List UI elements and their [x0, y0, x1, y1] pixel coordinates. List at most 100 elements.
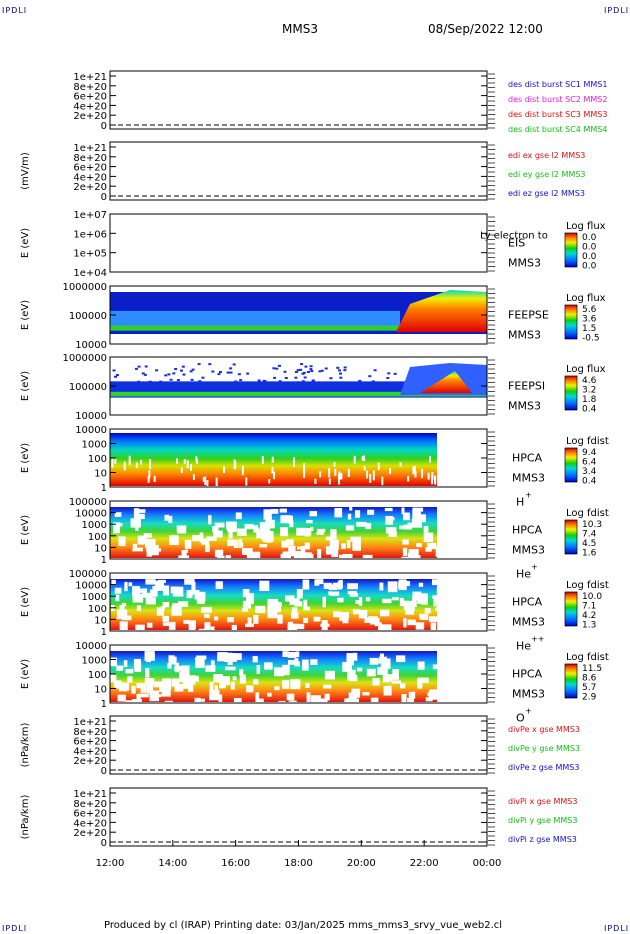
feepsi-speckle — [189, 370, 193, 373]
hpca-data-gap — [255, 605, 266, 613]
ion-species-label: He — [516, 568, 531, 581]
hpca-data-gap — [161, 686, 171, 697]
hpca-data-gap — [239, 674, 246, 684]
hpca-data-gap — [180, 665, 190, 676]
y-tick-label: 0 — [101, 192, 107, 203]
instrument-label: HPCA — [512, 668, 543, 681]
hpca-data-gap — [221, 678, 226, 689]
feepsi-speckle — [169, 378, 173, 381]
y-axis-label: (mV/m) — [20, 152, 31, 190]
hpca-data-gap — [115, 594, 120, 602]
series-legend-entry: divPi x gse MMS3 — [508, 797, 577, 806]
hpca-data-gap — [228, 530, 233, 539]
hpca-data-gap — [114, 682, 124, 689]
hpca-data-gap — [174, 666, 184, 671]
hpca-data-gap — [400, 683, 406, 689]
hpca-data-gap — [192, 675, 199, 682]
hpca-data-gap — [430, 622, 437, 633]
hpca-data-gap — [286, 693, 295, 701]
feepsi-speckle — [263, 379, 267, 382]
feepsi-speckle — [343, 366, 347, 369]
hpca-data-gap — [198, 628, 210, 638]
hpca-data-gap — [192, 535, 204, 542]
series-legend-entry: des dist burst SC1 MMS1 — [508, 80, 607, 89]
hpca-data-gap — [427, 542, 437, 550]
hpca-data-gap — [184, 549, 188, 553]
hpca-data-gap — [396, 655, 406, 663]
series-legend-entry: divPe z gse MMS3 — [508, 763, 579, 772]
hpca-data-gap — [244, 524, 254, 530]
feepsi-speckle — [336, 366, 340, 369]
hpca-data-gap — [428, 616, 438, 622]
hpca-data-gap — [417, 677, 423, 689]
hpca-data-gap — [385, 515, 393, 525]
hpca-h-data-gap — [328, 468, 331, 478]
hpca-data-gap — [433, 596, 438, 607]
feepsi-speckle — [303, 376, 307, 379]
hpca-data-gap — [238, 538, 243, 548]
hpca-data-gap — [391, 680, 402, 684]
hpca-data-gap — [233, 697, 242, 707]
y-tick-label: 1000 — [82, 656, 107, 667]
series-legend-entry: divPi z gse MMS3 — [508, 835, 577, 844]
y-axis-label: E (eV) — [20, 371, 31, 401]
hpca-data-gap — [156, 548, 162, 552]
hpca-data-gap — [162, 585, 170, 596]
hpca-data-gap — [246, 550, 251, 561]
y-axis-label: E (eV) — [20, 443, 31, 473]
hpca-data-gap — [392, 669, 399, 680]
feepsi-speckle — [217, 373, 221, 376]
hpca-data-gap — [329, 591, 340, 596]
hpca-data-gap — [227, 617, 235, 623]
colorbar-tick-label: 3.4 — [582, 467, 597, 477]
hpca-h-data-gap — [427, 472, 430, 480]
hpca-data-gap — [162, 622, 174, 626]
hpca-data-gap — [140, 683, 147, 693]
hpca-h-data-gap — [147, 476, 150, 483]
feepse-mid-band — [110, 310, 400, 331]
hpca-data-gap — [176, 525, 187, 533]
hpca-data-gap — [135, 513, 145, 520]
hpca-data-gap — [136, 683, 143, 689]
y-tick-label: 1e+07 — [73, 210, 107, 221]
hpca-data-gap — [303, 606, 311, 611]
feepsi-low-band — [110, 391, 487, 397]
feepsi-speckle — [229, 371, 233, 374]
feepsi-speckle — [190, 378, 194, 381]
y-tick-label: 1e+04 — [73, 268, 107, 279]
feepsi-speckle — [174, 367, 178, 370]
feepsi-speckle — [112, 369, 116, 372]
hpca-h-data-gap — [413, 465, 416, 473]
datetime-title: 08/Sep/2022 12:00 — [428, 22, 543, 36]
y-tick-label: 6e+20 — [73, 163, 107, 174]
hpca-data-gap — [172, 603, 181, 608]
y-tick-label: 1e+06 — [73, 229, 107, 240]
hpca-data-gap — [390, 517, 395, 521]
y-axis-label: E (eV) — [20, 228, 31, 258]
hpca-data-gap — [110, 657, 118, 667]
feepsi-speckle — [211, 370, 215, 373]
hpca-data-gap — [150, 544, 159, 556]
hpca-data-gap — [195, 657, 205, 668]
y-tick-label: 1000000 — [62, 353, 107, 364]
hpca-data-gap — [436, 587, 447, 596]
y-tick-label: 1e+05 — [73, 249, 107, 260]
hpca-data-gap — [190, 620, 196, 630]
hpca-h-data-gap — [215, 477, 218, 487]
hpca-data-gap — [191, 581, 196, 592]
hpca-h-data-gap — [196, 459, 199, 464]
feepse-low-band — [110, 325, 400, 331]
hpca-h-data-gap — [363, 455, 366, 462]
hpca-data-gap — [287, 651, 297, 658]
hpca-h-data-gap — [271, 467, 274, 474]
hpca-data-gap — [425, 547, 432, 552]
colorbar-scale — [564, 447, 578, 483]
hpca-data-gap — [131, 685, 136, 694]
colorbar-tick-label: 0.4 — [582, 477, 597, 487]
feepsi-speckle — [198, 380, 202, 383]
hpca-data-gap — [310, 659, 318, 666]
hpca-data-gap — [247, 617, 252, 626]
hpca-data-gap — [135, 509, 146, 513]
hpca-h-data-gap — [135, 462, 138, 468]
hpca-data-gap — [304, 531, 311, 537]
